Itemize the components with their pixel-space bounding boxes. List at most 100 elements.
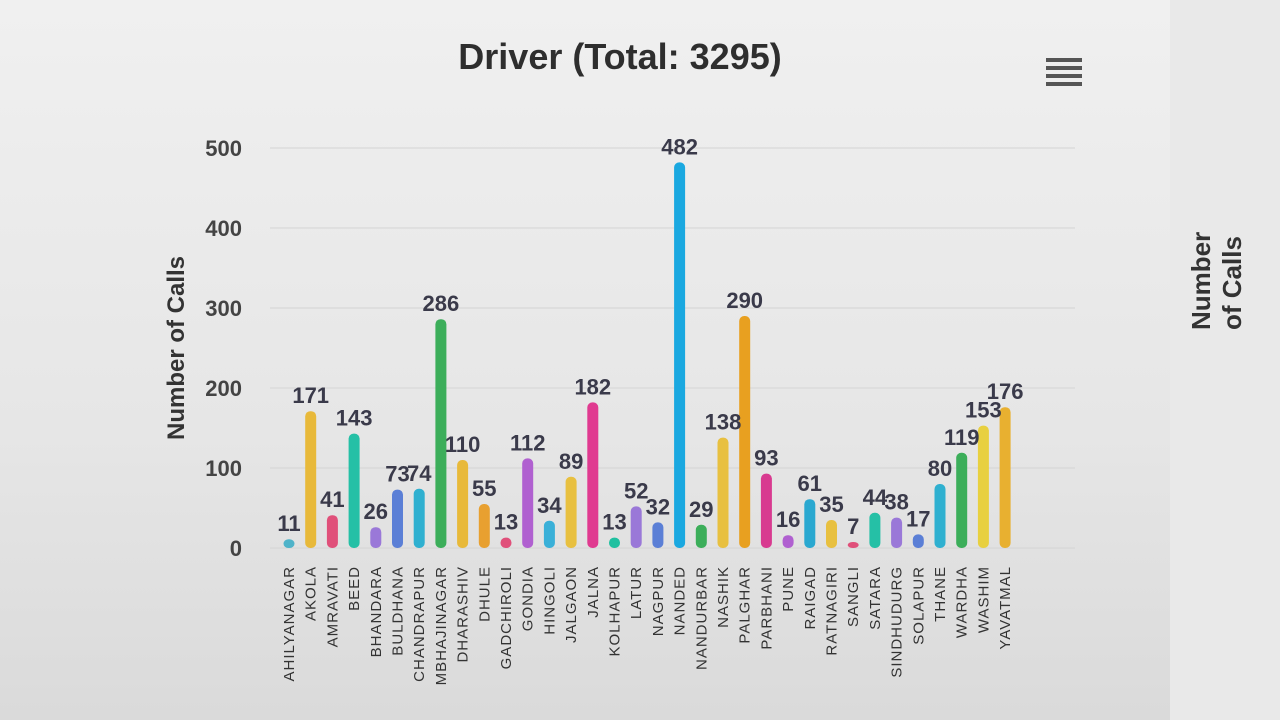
- bar[interactable]: [478, 504, 490, 548]
- bar[interactable]: [392, 489, 403, 548]
- data-label: 80: [928, 456, 952, 481]
- x-tick-label: PALGHAR: [737, 566, 754, 644]
- x-tick-label: NAGPUR: [650, 566, 667, 636]
- data-label: 16: [776, 507, 800, 532]
- bar[interactable]: [630, 506, 642, 548]
- y-tick-label: 200: [205, 376, 242, 401]
- data-label: 11: [277, 511, 300, 536]
- bar[interactable]: [717, 437, 729, 548]
- data-label: 89: [559, 449, 583, 474]
- bar[interactable]: [804, 499, 816, 548]
- x-tick-label: HINGOLI: [541, 566, 558, 635]
- x-tick-label: RAIGAD: [802, 566, 819, 630]
- x-tick-label: CHANDRAPUR: [411, 566, 428, 682]
- hamburger-menu-icon[interactable]: [1046, 58, 1082, 86]
- data-label: 44: [863, 485, 888, 510]
- data-label: 290: [726, 288, 763, 313]
- x-tick-label: SATARA: [867, 566, 884, 630]
- x-tick-label: PARBHANI: [758, 566, 775, 650]
- bar[interactable]: [457, 460, 469, 548]
- bar[interactable]: [782, 535, 794, 548]
- bar[interactable]: [522, 458, 534, 548]
- x-tick-label: PUNE: [780, 566, 797, 612]
- x-tick-label: LATUR: [628, 566, 645, 619]
- bar[interactable]: [413, 488, 425, 548]
- x-tick-label: BULDHANA: [390, 566, 407, 656]
- bar[interactable]: [760, 473, 772, 548]
- data-label: 182: [574, 374, 611, 399]
- bar[interactable]: [695, 524, 707, 548]
- bar[interactable]: [652, 522, 664, 548]
- data-label: 93: [754, 446, 778, 471]
- data-label: 112: [510, 430, 546, 455]
- data-label: 482: [661, 134, 698, 159]
- y-tick-label: 300: [205, 296, 242, 321]
- x-tick-label: BEED: [346, 566, 363, 611]
- data-label: 73: [385, 462, 409, 487]
- x-tick-label: NANDED: [672, 566, 689, 635]
- bar[interactable]: [305, 411, 317, 548]
- bar[interactable]: [543, 520, 555, 548]
- y-tick-label: 500: [205, 136, 242, 161]
- x-tick-label: GADCHIROLI: [498, 566, 515, 669]
- bar[interactable]: [891, 517, 903, 548]
- data-label: 61: [798, 471, 822, 496]
- data-label: 55: [472, 476, 496, 501]
- bar[interactable]: [847, 542, 859, 548]
- x-tick-label: KOLHAPUR: [607, 566, 624, 657]
- bar[interactable]: [370, 527, 382, 548]
- y-axis-label: Number of Calls: [163, 256, 190, 440]
- data-label: 286: [423, 291, 460, 316]
- bar[interactable]: [999, 407, 1011, 548]
- bar[interactable]: [739, 316, 751, 548]
- bar[interactable]: [435, 319, 447, 548]
- bar[interactable]: [283, 539, 295, 548]
- x-tick-label: SANGLI: [845, 566, 862, 627]
- data-label: 110: [445, 432, 481, 457]
- bar[interactable]: [977, 425, 989, 548]
- x-tick-label: SINDHUDURG: [889, 566, 906, 678]
- x-tick-label: WASHIM: [975, 566, 992, 633]
- y-tick-label: 0: [230, 536, 242, 561]
- bar[interactable]: [587, 402, 599, 548]
- data-label: 74: [407, 461, 432, 486]
- bar[interactable]: [869, 512, 881, 548]
- x-tick-label: SOLAPUR: [910, 566, 927, 645]
- bar[interactable]: [956, 452, 968, 548]
- bar[interactable]: [912, 534, 924, 548]
- data-label: 138: [705, 410, 742, 435]
- bar[interactable]: [565, 476, 577, 548]
- adjacent-panel: [1170, 0, 1280, 720]
- bar[interactable]: [500, 537, 512, 548]
- data-label: 119: [944, 425, 980, 450]
- data-label: 35: [819, 492, 843, 517]
- x-tick-label: JALGAON: [563, 566, 580, 643]
- bar[interactable]: [934, 484, 946, 548]
- x-tick-label: WARDHA: [954, 566, 971, 638]
- x-tick-label: YAVATMAL: [997, 566, 1014, 650]
- chart-title: Driver (Total: 3295): [458, 36, 782, 77]
- chart-screen: [0, 0, 1170, 720]
- data-label: 26: [364, 499, 388, 524]
- x-tick-label: THANE: [932, 566, 949, 622]
- x-tick-label: AKOLA: [303, 566, 320, 621]
- bar[interactable]: [674, 162, 686, 548]
- data-label: 32: [646, 494, 670, 519]
- adjacent-chart-y-axis-label: Number of Calls: [1186, 231, 1247, 330]
- data-label: 38: [884, 490, 908, 515]
- data-label: 13: [494, 510, 518, 535]
- bar[interactable]: [826, 520, 837, 548]
- bar[interactable]: [326, 515, 338, 548]
- x-tick-label: NANDURBAR: [693, 566, 710, 670]
- bar-chart: 0 100 200 300 400 500 Number of Calls 11 171 41…: [163, 134, 1024, 686]
- data-label: 52: [624, 478, 648, 503]
- data-label: 13: [602, 510, 626, 535]
- x-tick-label: BHANDARA: [368, 566, 385, 657]
- bar[interactable]: [609, 537, 620, 548]
- x-tick-label: MBHAJINAGAR: [433, 566, 450, 685]
- data-label: 17: [906, 506, 930, 531]
- x-axis-labels: AHILYANAGAR AKOLA AMRAVATI BEED BHANDARA BULD…: [281, 566, 1014, 685]
- data-label: 143: [336, 406, 373, 431]
- bar[interactable]: [348, 433, 360, 548]
